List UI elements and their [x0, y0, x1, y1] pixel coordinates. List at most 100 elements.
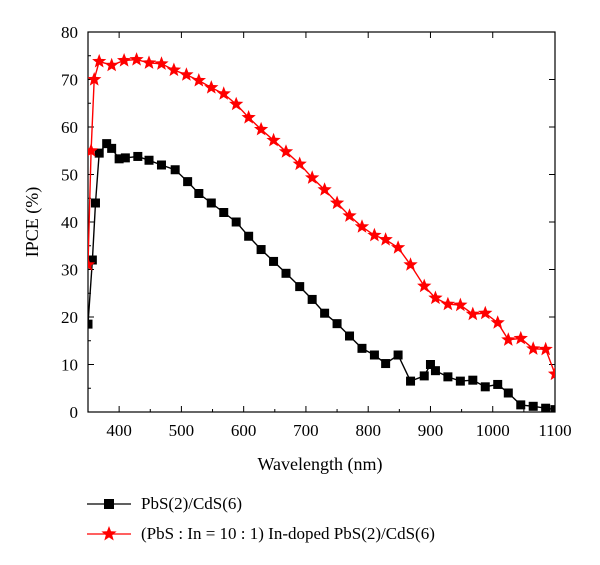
y-tick-label: 10: [61, 356, 78, 375]
y-tick-label: 50: [61, 166, 78, 185]
data-point: [114, 154, 124, 164]
data-point: [367, 227, 382, 242]
data-point: [391, 240, 406, 254]
x-tick-label: 900: [418, 421, 444, 440]
data-point: [465, 306, 480, 321]
data-point: [254, 121, 269, 136]
data-point: [156, 160, 166, 170]
ipce-chart: 400 500 600 700 800 900 1000 1100 0 10 20 30 40 50 60 7…: [22, 23, 572, 475]
y-tick-label: 60: [61, 118, 78, 137]
data-point: [88, 257, 96, 271]
data-point: [345, 331, 355, 341]
data-point: [292, 156, 307, 171]
data-point: [269, 256, 279, 266]
data-point: [144, 155, 154, 165]
data-point: [241, 110, 256, 124]
data-point: [94, 148, 104, 158]
data-point: [419, 371, 429, 381]
data-point: [88, 255, 97, 265]
data-point: [342, 208, 357, 222]
plot-frame: [87, 31, 556, 413]
tick-labels: 400 500 600 700 800 900 1000 1100 0 10 20 30 40 50 60 7…: [61, 23, 572, 440]
legend-item-in-doped: (PbS : In = 10 : 1) In-doped PbS(2)/CdS(…: [85, 519, 435, 549]
series-0: [88, 139, 555, 412]
data-point: [453, 297, 468, 312]
data-point: [538, 341, 553, 356]
data-point: [191, 73, 206, 87]
legend-swatch-square: [87, 499, 131, 509]
x-tick-label: 500: [169, 421, 195, 440]
data-point: [417, 278, 432, 293]
x-tick-label: 1000: [476, 421, 510, 440]
data-point: [513, 330, 528, 345]
data-point: [170, 165, 180, 175]
data-point: [117, 53, 132, 67]
data-point: [256, 245, 266, 255]
y-tick-label: 70: [61, 71, 78, 90]
data-point: [320, 308, 330, 318]
data-point: [90, 198, 100, 208]
data-point: [133, 151, 143, 161]
data-point: [204, 80, 219, 94]
data-point: [528, 401, 538, 411]
data-point: [516, 400, 526, 410]
data-point: [281, 268, 291, 278]
data-point: [104, 57, 119, 72]
data-point: [381, 359, 391, 369]
data-point: [295, 282, 305, 292]
data-point: [480, 382, 490, 392]
data-point: [206, 198, 216, 208]
x-tick-label: 700: [293, 421, 319, 440]
data-point: [278, 144, 294, 158]
plot-area: [87, 31, 556, 413]
data-point: [503, 388, 513, 398]
y-tick-label: 30: [61, 261, 78, 280]
series-line: [88, 58, 555, 375]
data-point: [179, 67, 194, 81]
data-point: [129, 52, 144, 66]
data-point: [88, 319, 93, 329]
x-tick-label: 800: [355, 421, 381, 440]
data-point: [231, 217, 241, 227]
data-point: [425, 360, 435, 369]
data-point: [428, 290, 443, 305]
series-layer: [88, 52, 555, 412]
data-point: [501, 332, 516, 346]
data-point: [92, 53, 107, 68]
data-point: [493, 379, 503, 389]
data-point: [102, 139, 112, 149]
data-point: [183, 177, 193, 187]
data-point: [244, 231, 254, 241]
data-point: [329, 195, 345, 210]
series-1: [88, 52, 555, 381]
data-point: [141, 55, 157, 69]
legend: PbS(2)/CdS(6) (PbS : In = 10 : 1) In-dop…: [85, 489, 435, 549]
x-tick-label: 400: [106, 421, 132, 440]
x-tick-label: 600: [231, 421, 257, 440]
data-point: [406, 376, 416, 386]
data-point: [541, 403, 551, 412]
data-point: [354, 219, 370, 233]
data-point: [219, 208, 229, 217]
data-point: [88, 143, 99, 157]
x-tick-label: 1100: [538, 421, 571, 440]
data-point: [332, 319, 342, 329]
data-point: [307, 294, 317, 304]
data-point: [369, 350, 379, 360]
data-point: [229, 96, 244, 111]
data-point: [317, 182, 332, 196]
data-point: [440, 296, 455, 311]
data-point: [393, 350, 403, 360]
data-point: [468, 375, 478, 385]
data-point: [154, 56, 169, 70]
data-point: [443, 372, 453, 382]
data-point: [305, 170, 320, 184]
legend-label: (PbS : In = 10 : 1) In-doped PbS(2)/CdS(…: [141, 524, 435, 543]
y-tick-label: 20: [61, 308, 78, 327]
y-axis-title: IPCE (%): [22, 187, 43, 258]
legend-item-pbs-cds: PbS(2)/CdS(6): [85, 489, 435, 519]
data-point: [430, 366, 440, 376]
x-axis-title: Wavelength (nm): [257, 454, 382, 475]
data-point: [490, 315, 505, 329]
legend-swatch-star: [87, 526, 131, 541]
